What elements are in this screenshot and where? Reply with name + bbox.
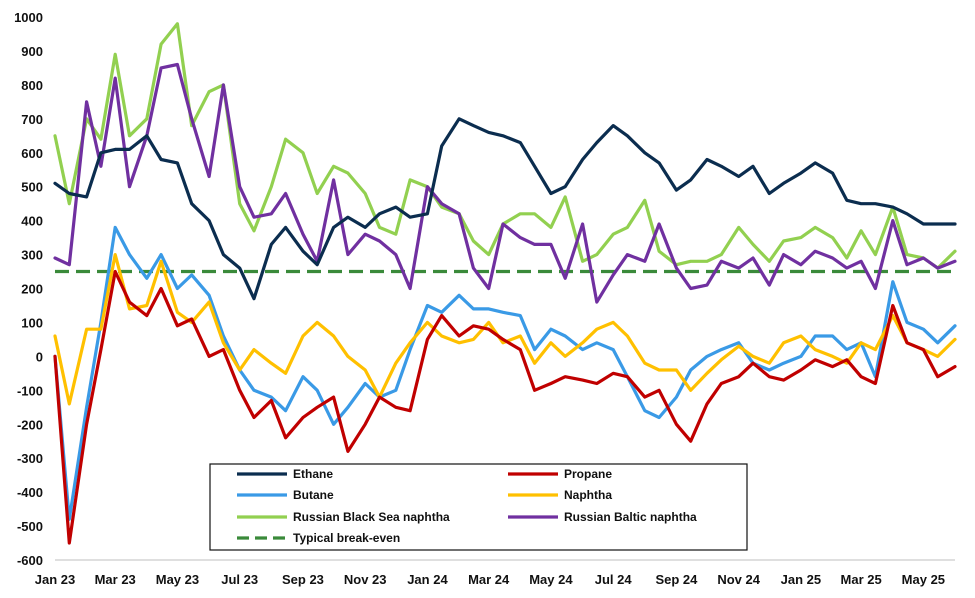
x-tick-label: Jul 24 <box>595 572 633 587</box>
legend-box <box>209 463 748 551</box>
x-tick-label: May 24 <box>529 572 573 587</box>
series-line-butane <box>53 225 957 521</box>
series-line-naphtha <box>53 253 957 406</box>
y-tick-label: 400 <box>21 214 43 229</box>
y-tick-label: 500 <box>21 180 43 195</box>
legend-label: Naphtha <box>564 488 612 502</box>
y-axis: -600 -500 -400 -300 -200 -100 0 100 200 300 400 500… <box>14 10 43 568</box>
y-tick-label: 1000 <box>14 10 43 25</box>
series-layer <box>53 22 957 545</box>
y-tick-label: -600 <box>17 553 43 568</box>
y-tick-label: 0 <box>36 349 43 364</box>
legend: Ethane Propane Butane Naphtha Russian Black … <box>209 463 748 551</box>
legend-label: Propane <box>564 467 612 481</box>
y-tick-label: 900 <box>21 44 43 59</box>
x-tick-label: Nov 23 <box>344 572 387 587</box>
x-tick-label: Sep 23 <box>282 572 324 587</box>
series-line-propane <box>53 269 957 545</box>
y-tick-label: -500 <box>17 519 43 534</box>
y-tick-label: -200 <box>17 417 43 432</box>
x-tick-label: Jan 24 <box>407 572 448 587</box>
x-tick-label: Jan 23 <box>35 572 75 587</box>
y-tick-label: 800 <box>21 78 43 93</box>
series-line-russian-baltic-naphtha <box>53 62 957 304</box>
legend-label: Russian Baltic naphtha <box>564 510 697 524</box>
series-line-ethane <box>53 117 957 301</box>
x-tick-label: Nov 24 <box>717 572 760 587</box>
x-tick-label: May 23 <box>156 572 199 587</box>
y-tick-label: 200 <box>21 282 43 297</box>
legend-label: Russian Black Sea naphtha <box>293 510 450 524</box>
y-tick-label: 300 <box>21 248 43 263</box>
legend-label: Ethane <box>293 467 333 481</box>
y-tick-label: 600 <box>21 146 43 161</box>
series-line-russian-black-sea-naphtha <box>53 22 957 270</box>
y-tick-label: -400 <box>17 485 43 500</box>
legend-label: Butane <box>293 488 334 502</box>
y-tick-label: -300 <box>17 451 43 466</box>
legend-label: Typical break-even <box>293 531 400 545</box>
x-tick-label: Mar 25 <box>841 572 882 587</box>
y-tick-label: 100 <box>21 315 43 330</box>
x-tick-label: May 25 <box>902 572 945 587</box>
x-tick-label: Mar 23 <box>95 572 136 587</box>
x-tick-label: Sep 24 <box>655 572 698 587</box>
x-tick-label: Jul 23 <box>221 572 258 587</box>
y-tick-label: 700 <box>21 112 43 127</box>
x-axis: Jan 23 Mar 23 May 23 Jul 23 Sep 23 Nov 23 Jan … <box>35 559 955 587</box>
y-tick-label: -100 <box>17 383 43 398</box>
x-tick-label: Mar 24 <box>468 572 510 587</box>
x-tick-label: Jan 25 <box>781 572 821 587</box>
